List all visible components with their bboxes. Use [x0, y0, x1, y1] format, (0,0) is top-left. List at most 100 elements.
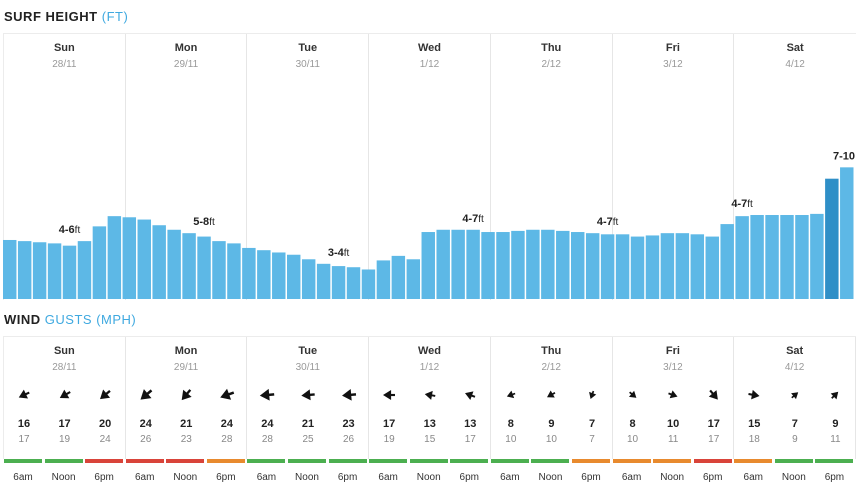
wind-gust: 17	[18, 434, 30, 445]
surf-bar[interactable]	[645, 235, 660, 299]
surf-bar[interactable]	[92, 226, 107, 299]
wind-direction-arrow-icon	[379, 385, 399, 405]
surf-bar[interactable]	[795, 215, 809, 299]
wind-rating-bar	[125, 459, 164, 463]
wind-gust: 17	[464, 434, 476, 445]
time-label: Noon	[781, 472, 806, 483]
surf-bar[interactable]	[257, 250, 271, 299]
surf-bar[interactable]	[17, 241, 32, 299]
surf-bar[interactable]	[780, 215, 794, 299]
wind-direction-arrow-icon	[55, 385, 75, 405]
wind-gust: 10	[545, 434, 557, 445]
surf-bar[interactable]	[346, 267, 361, 299]
surf-bar[interactable]	[32, 242, 47, 299]
wind-speed: 17	[383, 418, 396, 430]
surf-bar[interactable]	[705, 236, 719, 299]
wind-direction-arrow-icon	[501, 385, 521, 405]
wind-cell: 9 10	[531, 337, 571, 459]
surf-bar[interactable]	[840, 167, 854, 299]
wind-day-column: Tue 30/11	[247, 337, 370, 459]
wind-gust: 9	[792, 434, 798, 445]
surf-bar[interactable]	[421, 232, 435, 299]
surf-bar[interactable]	[496, 232, 510, 299]
wind-speed: 24	[261, 418, 274, 430]
surf-range-label: 4-7ft	[462, 213, 484, 225]
time-label: Noon	[51, 472, 76, 483]
wind-speed: 7	[588, 418, 596, 430]
wind-speed: 21	[301, 418, 315, 430]
surf-bar[interactable]	[227, 243, 241, 299]
surf-bar[interactable]	[47, 243, 62, 299]
day-date: 28/11	[52, 59, 77, 70]
wind-cell: 17 17	[694, 337, 734, 459]
surf-bar[interactable]	[331, 266, 346, 299]
day-date: 1/12	[419, 59, 440, 70]
time-label: 6am	[500, 472, 520, 483]
time-label: 6am	[621, 472, 642, 483]
wind-subtitle: GUSTS	[44, 312, 93, 327]
surf-bar[interactable]	[107, 216, 122, 299]
surf-bar[interactable]	[167, 229, 181, 299]
surf-bar[interactable]	[660, 233, 675, 299]
time-label: Noon	[660, 472, 685, 483]
surf-bar[interactable]	[122, 217, 137, 299]
surf-bar[interactable]	[406, 259, 421, 299]
wind-cell: 24 28	[207, 337, 247, 459]
wind-gust: 25	[302, 434, 314, 445]
surf-bar[interactable]	[585, 233, 600, 299]
surf-height-title-text: SURF HEIGHT	[4, 9, 98, 24]
surf-bar[interactable]	[212, 241, 226, 299]
surf-bar[interactable]	[526, 229, 540, 299]
surf-range-value: 4-7	[731, 198, 747, 210]
surf-bar[interactable]	[3, 239, 17, 299]
surf-bar[interactable]	[62, 245, 77, 299]
surf-bar[interactable]	[735, 216, 749, 299]
surf-bar[interactable]	[675, 233, 690, 299]
day-name: Tue	[298, 345, 318, 357]
surf-bar[interactable]	[376, 260, 391, 299]
surf-bar[interactable]	[466, 229, 480, 299]
surf-range-unit: ft	[344, 248, 350, 259]
surf-bar[interactable]	[152, 225, 166, 299]
surf-bar[interactable]	[361, 269, 376, 299]
surf-bar[interactable]	[615, 234, 630, 299]
surf-bar[interactable]	[182, 233, 196, 299]
surf-bar[interactable]	[825, 178, 839, 299]
surf-bar[interactable]	[600, 234, 615, 299]
wind-rating-bar	[4, 459, 42, 463]
surf-range-unit: ft	[478, 214, 484, 225]
day-name: Sat	[786, 345, 804, 357]
wind-gust: 19	[383, 434, 395, 445]
surf-bar[interactable]	[272, 252, 286, 299]
surf-bar[interactable]	[541, 229, 555, 299]
surf-bar[interactable]	[451, 229, 465, 299]
surf-bar[interactable]	[287, 254, 301, 299]
surf-bar[interactable]	[436, 229, 450, 299]
surf-range-unit: ft	[747, 199, 753, 210]
surf-bar[interactable]	[137, 219, 151, 299]
day-date: 29/11	[173, 362, 199, 373]
surf-bar[interactable]	[720, 224, 734, 299]
surf-bar[interactable]	[316, 263, 331, 299]
surf-bar[interactable]	[750, 215, 764, 299]
time-label: 6pm	[216, 472, 236, 483]
surf-range-label: 4-7ft	[597, 216, 619, 228]
wind-rating-bar	[369, 459, 408, 463]
day-date: 4/12	[784, 362, 805, 373]
surf-bar[interactable]	[301, 259, 316, 299]
surf-bar[interactable]	[690, 234, 705, 299]
surf-bar[interactable]	[630, 236, 645, 299]
surf-bar[interactable]	[571, 232, 585, 299]
surf-bar[interactable]	[765, 215, 779, 299]
surf-bar[interactable]	[481, 232, 495, 299]
wind-rating-bar	[572, 459, 610, 463]
surf-bar[interactable]	[197, 236, 211, 299]
day-name: Thu	[541, 345, 562, 357]
surf-bar[interactable]	[810, 213, 824, 299]
surf-bar[interactable]	[556, 230, 570, 299]
surf-bar[interactable]	[511, 230, 525, 299]
surf-bar[interactable]	[242, 247, 256, 299]
surf-bar[interactable]	[391, 255, 406, 299]
surf-bar[interactable]	[77, 241, 92, 299]
